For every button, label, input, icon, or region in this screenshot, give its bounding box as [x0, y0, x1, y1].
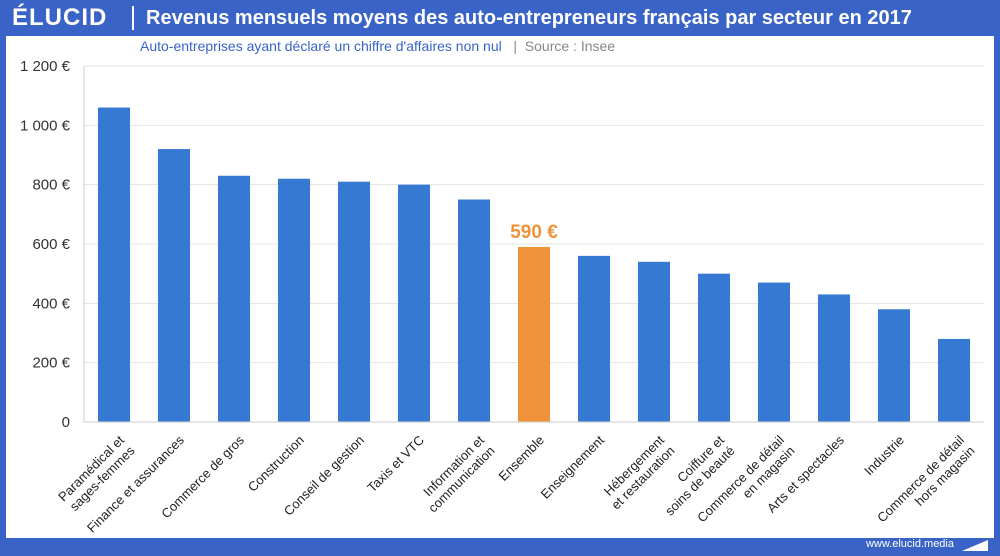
x-tick-label: Construction	[245, 432, 307, 494]
x-tick-label: Hébergementet restauration	[598, 432, 678, 512]
x-tick-label-line: Construction	[245, 432, 307, 494]
header-divider	[132, 6, 134, 30]
bar	[98, 107, 130, 423]
x-tick-label: Industrie	[861, 432, 907, 478]
chart-title: Revenus mensuels moyens des auto-entrepr…	[146, 7, 912, 29]
brand-logo: ÉLUCID	[12, 4, 108, 31]
x-tick-label-line: Ensemble	[496, 432, 547, 483]
y-tick-label: 1 200 €	[20, 58, 71, 75]
subtitle-divider: |	[513, 38, 518, 54]
bar	[638, 261, 670, 422]
highlight-value-label: 590 €	[510, 222, 558, 243]
y-tick-label: 1 000 €	[20, 117, 71, 134]
bar	[878, 309, 910, 422]
bar	[278, 178, 310, 422]
y-tick-label: 800 €	[32, 177, 70, 194]
x-tick-label-line: Enseignement	[538, 432, 608, 502]
source-text: Source : Insee	[524, 38, 616, 54]
y-tick-label: 200 €	[32, 355, 70, 372]
bar-highlight	[518, 246, 550, 422]
bar	[818, 294, 850, 422]
bars: 590 €	[98, 107, 970, 423]
y-axis: 0 200 € 400 € 600 € 800 € 1 000 € 1 200 €	[20, 58, 85, 431]
x-tick-label: Taxis et VTC	[364, 432, 427, 495]
y-tick-label: 0	[62, 414, 70, 431]
bar	[578, 255, 610, 422]
y-tick-label: 600 €	[32, 236, 70, 253]
bar	[398, 184, 430, 422]
x-tick-label: Enseignement	[538, 432, 608, 502]
bar	[758, 282, 790, 422]
brand-mark-icon	[962, 540, 988, 551]
x-tick-label-line: Taxis et VTC	[364, 432, 427, 495]
bar	[938, 338, 970, 422]
header-bar: ÉLUCID Revenus mensuels moyens des auto-…	[0, 0, 1000, 36]
y-tick-label: 400 €	[32, 295, 70, 312]
chart-subtitle: Auto-entreprises ayant déclaré un chiffr…	[140, 38, 615, 54]
bar	[218, 175, 250, 422]
bar	[158, 149, 190, 423]
x-tick-label: Information etcommunication	[415, 432, 498, 515]
bar	[458, 199, 490, 422]
x-tick-label-line: Industrie	[861, 432, 907, 478]
bar	[698, 273, 730, 422]
footer-url[interactable]: www.elucid.media	[865, 538, 954, 550]
subtitle-text: Auto-entreprises ayant déclaré un chiffr…	[140, 38, 502, 54]
x-tick-label: Ensemble	[496, 432, 547, 483]
bar	[338, 181, 370, 422]
